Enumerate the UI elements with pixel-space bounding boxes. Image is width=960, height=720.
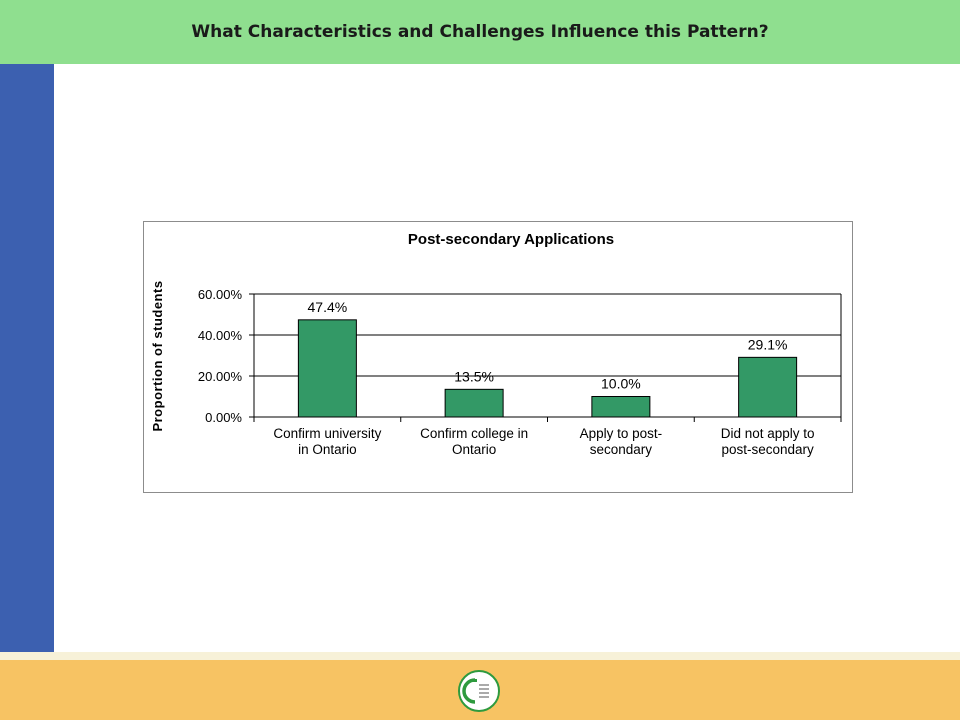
bar: [738, 356, 798, 418]
page-title: What Characteristics and Challenges Infl…: [191, 22, 769, 42]
data-label: 10.0%: [601, 376, 641, 392]
bar-chart: Post-secondary Applications Proportion of…: [150, 231, 842, 457]
data-label: 13.5%: [454, 368, 494, 384]
x-tick-label: secondary: [590, 442, 653, 457]
x-tick-label: Did not apply to: [721, 426, 815, 441]
y-tick-label: 0.00%: [205, 410, 242, 425]
y-tick-label: 60.00%: [198, 287, 243, 302]
bar: [591, 396, 651, 418]
side-accent-bar: [0, 64, 54, 652]
chart-container: Post-secondary Applications Proportion of…: [143, 221, 853, 493]
y-tick-label: 40.00%: [198, 328, 243, 343]
chart-title: Post-secondary Applications: [408, 231, 614, 248]
header-bar: What Characteristics and Challenges Infl…: [0, 0, 960, 64]
y-tick-label: 20.00%: [198, 369, 243, 384]
data-label: 47.4%: [308, 299, 348, 315]
y-axis-label: Proportion of students: [150, 280, 165, 431]
data-label: 29.1%: [748, 336, 788, 352]
x-tick-label: Confirm college in: [420, 426, 528, 441]
x-tick-label: post-secondary: [721, 442, 814, 457]
school-board-logo-icon: [458, 670, 500, 712]
x-tick-label: in Ontario: [298, 442, 357, 457]
bar: [297, 319, 357, 418]
x-tick-label: Ontario: [452, 442, 496, 457]
x-tick-label: Confirm university: [273, 426, 381, 441]
x-tick-label: Apply to post-: [580, 426, 663, 441]
bar: [444, 388, 504, 418]
footer-divider: [0, 652, 960, 660]
